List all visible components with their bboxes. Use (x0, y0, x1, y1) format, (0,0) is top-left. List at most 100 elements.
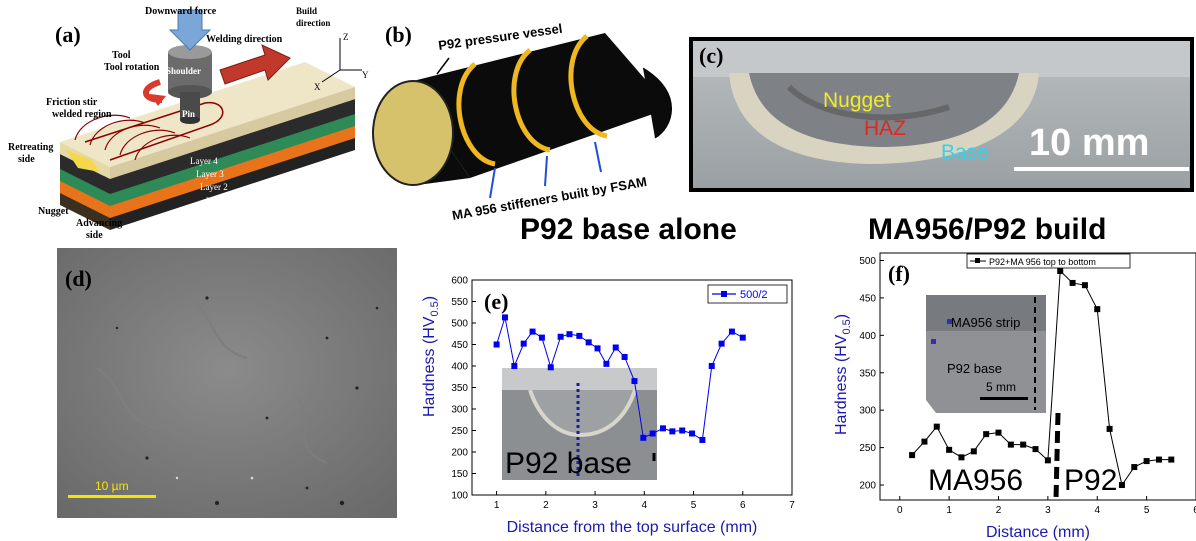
advancing-side-label-2: side (86, 230, 103, 241)
x-axis-label: Distance from the top surface (mm) (507, 519, 758, 536)
chart-e: 100 150 200 250 300 350 400 450 500 550 600 1 2 3 4 5 6… (421, 276, 795, 537)
advancing-side-label-1: Advancing (76, 218, 122, 229)
data-point (547, 364, 554, 371)
x-axis-label: Distance (mm) (986, 524, 1090, 541)
legend-label: P92+MA 956 top to bottom (989, 257, 1096, 267)
region-label-ma956: MA956 (928, 464, 1023, 497)
inset-strip-label: MA956 strip (951, 315, 1020, 330)
layer-4-label: Layer 4 (190, 156, 218, 166)
y-axis-label: Hardness (HV0.5) (833, 314, 853, 435)
data-point (699, 436, 706, 443)
nugget-region (749, 73, 1019, 147)
data-point (679, 427, 686, 434)
data-point (1143, 458, 1150, 465)
layer-3-label: Layer 3 (196, 169, 224, 179)
data-point (946, 446, 953, 453)
data-point (576, 332, 583, 339)
y-tick-label: 200 (859, 481, 876, 492)
data-point (501, 314, 508, 321)
y-tick-label: 400 (859, 331, 876, 342)
data-point (995, 429, 1002, 436)
panel-a: Z Y X Downward force Tool Tool rotation … (0, 0, 370, 245)
x-tick-label: 0 (897, 505, 903, 516)
nugget-label: Nugget (38, 206, 69, 217)
x-tick-label: 3 (592, 500, 598, 511)
welded-region-label-2: welded region (52, 109, 112, 120)
data-point (970, 448, 977, 455)
data-point (689, 430, 696, 437)
data-point (1044, 457, 1051, 464)
x-tick-label: 5 (691, 500, 697, 511)
y-tick-label: 400 (451, 362, 468, 373)
y-tick-label: 500 (859, 256, 876, 267)
x-tick-label: 6 (1193, 505, 1196, 516)
tool-pin (180, 92, 200, 120)
layer-base-front (60, 190, 110, 230)
inset-base-label: P92 base (947, 361, 1002, 376)
title-f: MA956/P92 build (868, 213, 1107, 246)
region-label-p92: P92 (1064, 464, 1117, 497)
data-point (669, 428, 676, 435)
micrograph (57, 248, 397, 518)
y-tick-label: 200 (451, 448, 468, 459)
x-tick-label: 3 (1045, 505, 1051, 516)
data-point (1106, 425, 1113, 432)
stiffener-3 (568, 34, 608, 139)
panel-c: Nugget HAZ Base 10 mm (c) (689, 37, 1194, 192)
data-point (1069, 279, 1076, 286)
data-point (529, 328, 536, 335)
data-point (493, 341, 500, 348)
panel-b-label: (b) (385, 22, 412, 47)
legend (707, 284, 788, 304)
layer-2-label: Layer 2 (200, 182, 228, 192)
x-tick-label: 5 (1144, 505, 1150, 516)
data-point (621, 353, 628, 360)
y-tick-label: 250 (859, 443, 876, 454)
data-point (1168, 456, 1175, 463)
scale-label: 10 mm (1029, 122, 1149, 164)
stiffener-1 (456, 62, 496, 167)
data-point (1020, 441, 1027, 448)
data-point (585, 339, 592, 346)
data-point (708, 363, 715, 369)
pin-label: Pin (182, 109, 195, 119)
data-point (728, 328, 735, 335)
x-tick-label: 4 (1094, 505, 1100, 516)
panel-c-label: (c) (699, 43, 724, 68)
panel-e-label: (e) (484, 289, 508, 314)
chart-f: 200 250 300 350 400 450 500 0 1 2 3 4 5 6 MA956 stri… (833, 252, 1196, 541)
data-point (1032, 446, 1039, 453)
data-point (1081, 282, 1088, 289)
y-tick-label: 300 (451, 405, 468, 416)
x-tick-label: 1 (946, 505, 952, 516)
slab-top-surface (60, 62, 355, 167)
x-tick-label: 2 (543, 500, 549, 511)
data-point (1057, 267, 1064, 274)
data-point (649, 430, 656, 437)
scale-bar (68, 495, 156, 498)
welding-direction-label: Welding direction (206, 34, 283, 45)
y-tick-label: 150 (451, 469, 468, 480)
data-point (739, 334, 746, 341)
inset-scale-label: 5 mm (986, 380, 1016, 394)
nugget-label: Nugget (823, 89, 891, 112)
title-e: P92 base alone (520, 213, 737, 246)
data-point (660, 425, 667, 432)
axis-z-label: Z (343, 32, 349, 42)
panel-a-label: (a) (55, 22, 81, 47)
y-tick-label: 600 (451, 276, 468, 287)
panel-f-label: (f) (888, 261, 910, 286)
data-point (718, 340, 725, 347)
panel-d-label: (d) (65, 266, 92, 291)
interface-line (1053, 412, 1061, 501)
stiffener-2 (511, 48, 551, 153)
y-tick-label: 450 (859, 293, 876, 304)
inset-photo: MA956 strip P92 base 5 mm (926, 295, 1046, 413)
y-tick-label: 350 (859, 368, 876, 379)
data-point (566, 331, 573, 338)
y-axis-label: Hardness (HV0.5) (421, 296, 441, 417)
data-point (612, 344, 619, 351)
data-point (1007, 441, 1014, 448)
x-tick-label: 1 (494, 500, 500, 511)
y-tick-label: 300 (859, 406, 876, 417)
